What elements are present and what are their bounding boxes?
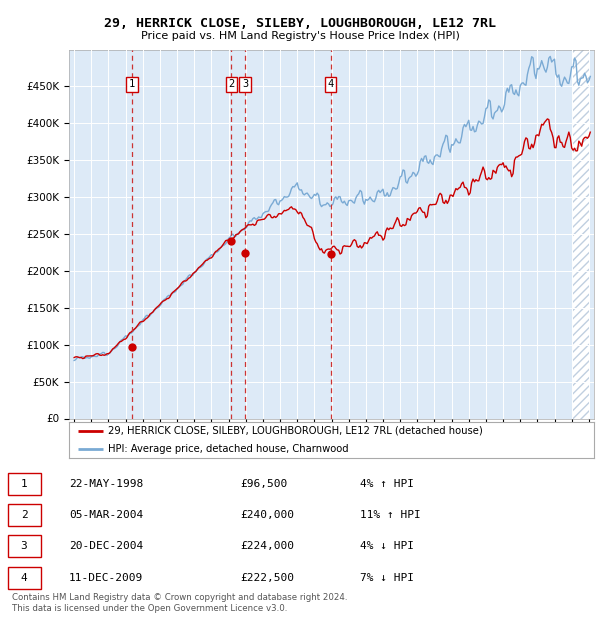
Text: £96,500: £96,500 (240, 479, 287, 489)
FancyBboxPatch shape (8, 473, 41, 495)
Text: £240,000: £240,000 (240, 510, 294, 520)
FancyBboxPatch shape (8, 567, 41, 588)
Text: £224,000: £224,000 (240, 541, 294, 551)
Text: 4% ↓ HPI: 4% ↓ HPI (360, 541, 414, 551)
Text: 11% ↑ HPI: 11% ↑ HPI (360, 510, 421, 520)
Text: HPI: Average price, detached house, Charnwood: HPI: Average price, detached house, Char… (109, 443, 349, 454)
FancyBboxPatch shape (8, 504, 41, 526)
Text: 3: 3 (242, 79, 248, 89)
Text: Contains HM Land Registry data © Crown copyright and database right 2024.
This d: Contains HM Land Registry data © Crown c… (12, 593, 347, 613)
Text: 3: 3 (20, 541, 28, 551)
Text: 20-DEC-2004: 20-DEC-2004 (69, 541, 143, 551)
Text: 05-MAR-2004: 05-MAR-2004 (69, 510, 143, 520)
Text: £222,500: £222,500 (240, 573, 294, 583)
Text: 29, HERRICK CLOSE, SILEBY, LOUGHBOROUGH, LE12 7RL (detached house): 29, HERRICK CLOSE, SILEBY, LOUGHBOROUGH,… (109, 425, 483, 436)
Text: 2: 2 (229, 79, 235, 89)
Text: 1: 1 (20, 479, 28, 489)
Text: 4: 4 (328, 79, 334, 89)
Text: 29, HERRICK CLOSE, SILEBY, LOUGHBOROUGH, LE12 7RL: 29, HERRICK CLOSE, SILEBY, LOUGHBOROUGH,… (104, 17, 496, 30)
Text: Price paid vs. HM Land Registry's House Price Index (HPI): Price paid vs. HM Land Registry's House … (140, 31, 460, 41)
Text: 7% ↓ HPI: 7% ↓ HPI (360, 573, 414, 583)
Text: 11-DEC-2009: 11-DEC-2009 (69, 573, 143, 583)
Text: 22-MAY-1998: 22-MAY-1998 (69, 479, 143, 489)
Text: 4: 4 (20, 573, 28, 583)
Text: 1: 1 (129, 79, 135, 89)
Text: 2: 2 (20, 510, 28, 520)
FancyBboxPatch shape (8, 536, 41, 557)
Text: 4% ↑ HPI: 4% ↑ HPI (360, 479, 414, 489)
